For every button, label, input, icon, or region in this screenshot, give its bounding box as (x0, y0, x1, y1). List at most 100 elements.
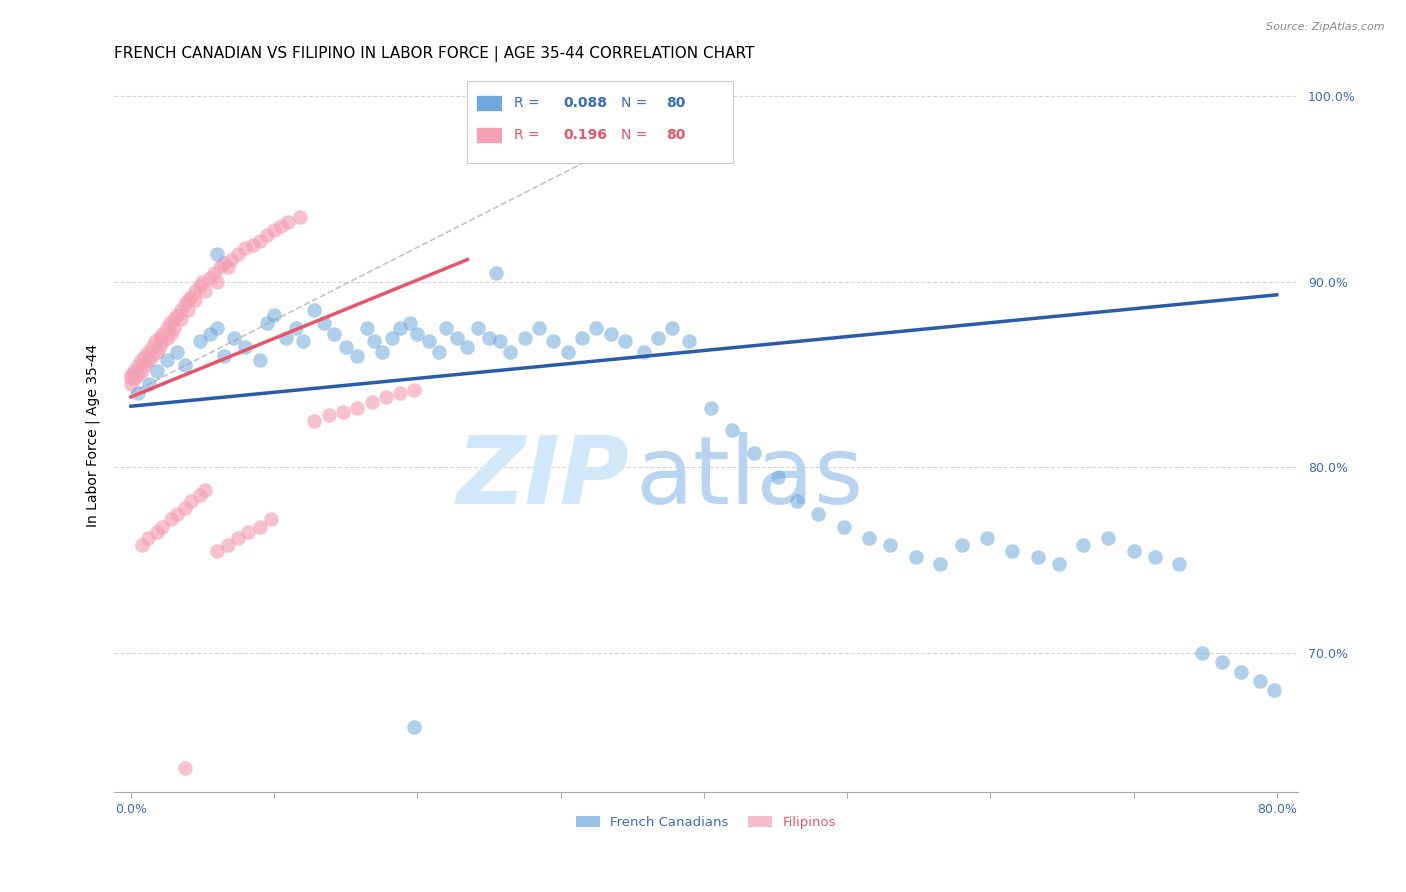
Point (242, 237, 264, 252)
Point (1122, 544, 1144, 558)
Point (134, 359, 156, 373)
Point (418, 334, 440, 349)
Point (120, 371, 142, 385)
Point (389, 386, 412, 401)
Point (284, 321, 307, 335)
Point (427, 345, 450, 359)
Point (633, 345, 655, 359)
Point (159, 316, 181, 330)
Point (335, 340, 357, 354)
Point (976, 531, 998, 545)
Point (434, 321, 457, 335)
Point (212, 349, 235, 363)
Point (314, 316, 336, 330)
Text: 0.088: 0.088 (564, 95, 607, 110)
Text: Source: ZipAtlas.com: Source: ZipAtlas.com (1267, 22, 1385, 32)
Point (191, 275, 214, 289)
Point (647, 330, 669, 344)
Point (136, 345, 159, 359)
FancyBboxPatch shape (477, 95, 502, 111)
FancyBboxPatch shape (467, 81, 733, 163)
Point (188, 278, 211, 293)
Point (205, 275, 228, 289)
Point (291, 334, 314, 349)
Text: 80: 80 (665, 128, 685, 142)
Point (217, 260, 239, 274)
Point (156, 330, 179, 344)
Point (120, 368, 142, 382)
Point (160, 326, 183, 341)
Point (184, 284, 207, 298)
Point (235, 242, 257, 256)
Point (194, 284, 217, 298)
Point (489, 334, 512, 349)
Point (184, 293, 207, 308)
Point (134, 349, 156, 363)
Point (222, 330, 245, 344)
Point (1249, 673, 1271, 688)
Point (1143, 549, 1166, 564)
Point (370, 345, 392, 359)
Point (260, 512, 283, 526)
Point (721, 423, 744, 437)
Point (879, 538, 901, 552)
Point (122, 364, 145, 378)
Point (145, 345, 167, 359)
Point (198, 271, 221, 285)
Text: ZIP: ZIP (456, 432, 628, 524)
Point (599, 326, 621, 341)
Point (858, 531, 880, 545)
Point (614, 334, 637, 349)
Point (263, 223, 285, 237)
Point (1047, 557, 1070, 571)
Point (678, 334, 700, 349)
Point (380, 330, 402, 344)
Point (499, 345, 522, 359)
Point (1001, 544, 1024, 558)
Point (929, 557, 952, 571)
Point (170, 302, 193, 317)
Point (205, 247, 228, 261)
Point (180, 290, 202, 304)
Y-axis label: In Labor Force | Age 35-44: In Labor Force | Age 35-44 (86, 343, 100, 526)
Legend: French Canadians, Filipinos: French Canadians, Filipinos (571, 810, 841, 834)
Point (323, 326, 346, 341)
Point (1073, 538, 1095, 552)
Point (346, 401, 368, 415)
Point (485, 266, 508, 280)
Point (249, 352, 271, 367)
Point (302, 414, 325, 428)
Point (249, 234, 271, 248)
Point (205, 544, 228, 558)
Point (1097, 531, 1119, 545)
Point (571, 330, 593, 344)
Point (557, 345, 579, 359)
Point (235, 340, 257, 354)
Point (768, 469, 790, 483)
Point (150, 326, 173, 341)
Point (256, 228, 278, 243)
Point (194, 483, 217, 497)
Point (148, 340, 170, 354)
Text: R =: R = (515, 128, 544, 142)
Point (127, 368, 149, 382)
Point (188, 334, 211, 349)
Point (145, 525, 167, 540)
Point (156, 352, 179, 367)
Point (145, 364, 167, 378)
Point (124, 371, 146, 385)
Point (302, 302, 325, 317)
Point (174, 297, 197, 311)
Point (150, 520, 173, 534)
Point (166, 345, 188, 359)
FancyBboxPatch shape (477, 127, 502, 143)
Point (163, 312, 186, 326)
Point (141, 349, 163, 363)
Point (163, 321, 186, 335)
Point (219, 252, 242, 267)
Point (136, 531, 159, 545)
Point (180, 494, 202, 508)
Point (249, 520, 271, 534)
Point (356, 321, 378, 335)
Point (661, 321, 683, 335)
